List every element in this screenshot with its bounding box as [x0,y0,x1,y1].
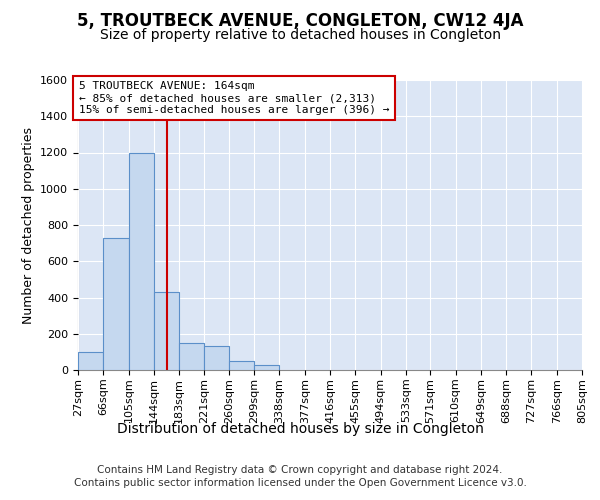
Bar [203,346,229,370]
Bar [78,352,103,370]
Y-axis label: Number of detached properties: Number of detached properties [22,126,35,324]
Bar [154,292,179,370]
Bar [254,365,280,370]
Text: Contains public sector information licensed under the Open Government Licence v3: Contains public sector information licen… [74,478,526,488]
Text: Distribution of detached houses by size in Congleton: Distribution of detached houses by size … [116,422,484,436]
Bar [103,238,128,370]
Text: 5, TROUTBECK AVENUE, CONGLETON, CW12 4JA: 5, TROUTBECK AVENUE, CONGLETON, CW12 4JA [77,12,523,30]
Text: 5 TROUTBECK AVENUE: 164sqm
← 85% of detached houses are smaller (2,313)
15% of s: 5 TROUTBECK AVENUE: 164sqm ← 85% of deta… [79,82,389,114]
Bar [179,343,203,370]
Text: Contains HM Land Registry data © Crown copyright and database right 2024.: Contains HM Land Registry data © Crown c… [97,465,503,475]
Text: Size of property relative to detached houses in Congleton: Size of property relative to detached ho… [100,28,500,42]
Bar [128,152,154,370]
Bar [229,361,254,370]
